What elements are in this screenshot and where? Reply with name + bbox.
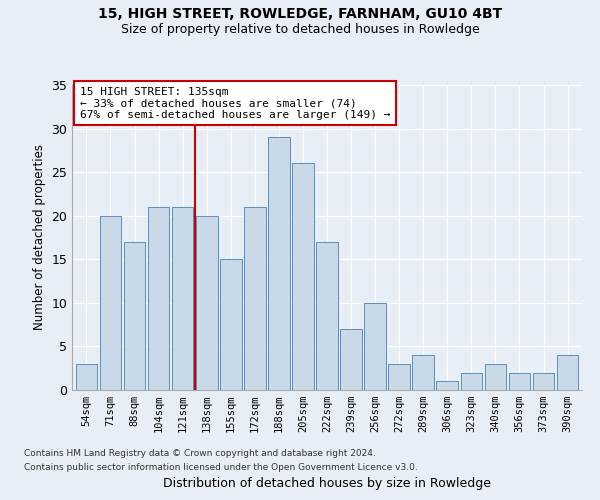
Bar	[316, 242, 338, 390]
Bar	[100, 216, 121, 390]
Bar	[172, 207, 193, 390]
Text: Distribution of detached houses by size in Rowledge: Distribution of detached houses by size …	[163, 477, 491, 490]
Bar	[244, 207, 266, 390]
Bar	[533, 372, 554, 390]
Bar	[364, 303, 386, 390]
Text: 15 HIGH STREET: 135sqm
← 33% of detached houses are smaller (74)
67% of semi-det: 15 HIGH STREET: 135sqm ← 33% of detached…	[80, 86, 390, 120]
Bar	[557, 355, 578, 390]
Bar	[485, 364, 506, 390]
Text: Contains public sector information licensed under the Open Government Licence v3: Contains public sector information licen…	[24, 464, 418, 472]
Bar	[148, 207, 169, 390]
Text: Size of property relative to detached houses in Rowledge: Size of property relative to detached ho…	[121, 22, 479, 36]
Bar	[292, 164, 314, 390]
Text: 15, HIGH STREET, ROWLEDGE, FARNHAM, GU10 4BT: 15, HIGH STREET, ROWLEDGE, FARNHAM, GU10…	[98, 8, 502, 22]
Bar	[196, 216, 218, 390]
Y-axis label: Number of detached properties: Number of detached properties	[33, 144, 46, 330]
Bar	[388, 364, 410, 390]
Bar	[509, 372, 530, 390]
Bar	[461, 372, 482, 390]
Bar	[76, 364, 97, 390]
Bar	[340, 329, 362, 390]
Bar	[220, 260, 242, 390]
Bar	[268, 138, 290, 390]
Text: Contains HM Land Registry data © Crown copyright and database right 2024.: Contains HM Land Registry data © Crown c…	[24, 448, 376, 458]
Bar	[124, 242, 145, 390]
Bar	[412, 355, 434, 390]
Bar	[436, 382, 458, 390]
